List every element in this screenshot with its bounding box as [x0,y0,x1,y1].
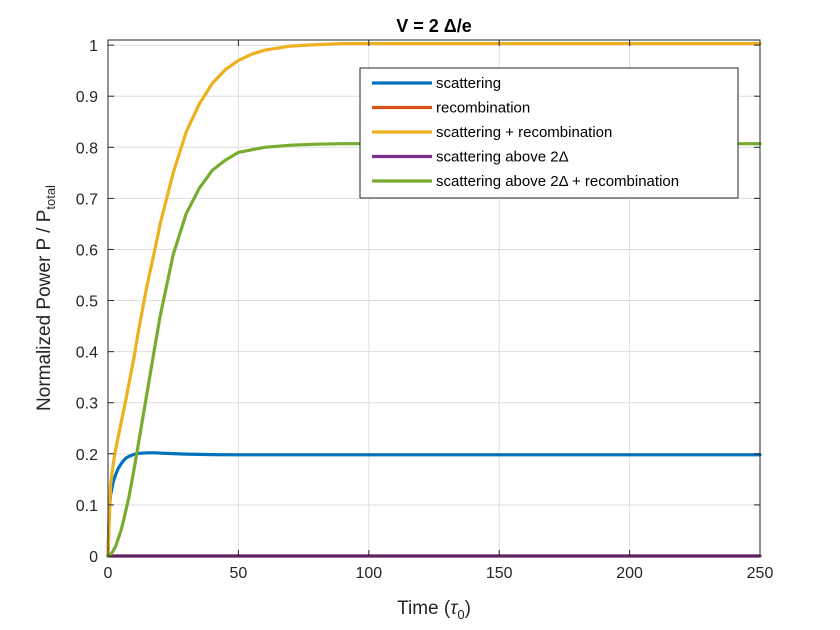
legend-label: scattering above 2Δ [436,149,569,166]
y-tick-label: 0.5 [76,294,98,311]
x-axis-label: Time (τ0) [397,598,471,622]
plot-frame [107,39,761,557]
x-axis-label-main: Time ( [397,598,451,619]
x-tick-label: 0 [104,565,113,582]
chart-title: V = 2 Δ/e [396,16,471,36]
x-axis-label-subscript: 0 [457,607,464,622]
axis-ticks: 0 50 100 150 200 250 0 0.1 0.2 0.3 0.4 0.5 0.6 0.7 0.8… [76,38,774,582]
legend-label: recombination [436,100,530,117]
x-axis-label-symbol: τ [450,598,459,619]
y-axis-label-main: Normalized Power P / P [34,210,55,411]
y-axis-label-subscript: total [43,185,58,210]
y-tick-label: 1 [89,38,98,55]
x-tick-label: 100 [355,565,382,582]
legend-label: scattering + recombination [436,124,612,141]
y-tick-label: 0.3 [76,396,98,413]
legend-items: scattering recombination scattering + reco… [372,75,679,190]
y-tick-label: 0.1 [76,498,98,515]
series-line-2 [106,41,762,558]
y-tick-label: 0.4 [76,345,98,362]
legend-label: scattering [436,75,501,92]
y-axis-label: Normalized Power P / Ptotal [34,185,58,411]
y-tick-label: 0.9 [76,89,98,106]
x-tick-label: 250 [747,565,774,582]
y-tick-label: 0.2 [76,447,98,464]
y-tick-label: 0.6 [76,242,98,259]
x-tick-label: 50 [230,565,248,582]
series-line-0 [106,451,762,558]
x-axis-label-end: ) [465,598,471,619]
legend: scattering recombination scattering + reco… [359,67,739,199]
series-line-4 [106,142,762,558]
x-tick-label: 200 [616,565,643,582]
y-tick-label: 0.8 [76,140,98,157]
legend-label: scattering above 2Δ + recombination [436,173,679,190]
y-tick-label: 0.7 [76,191,98,208]
y-tick-label: 0 [89,549,98,566]
x-tick-label: 150 [486,565,513,582]
